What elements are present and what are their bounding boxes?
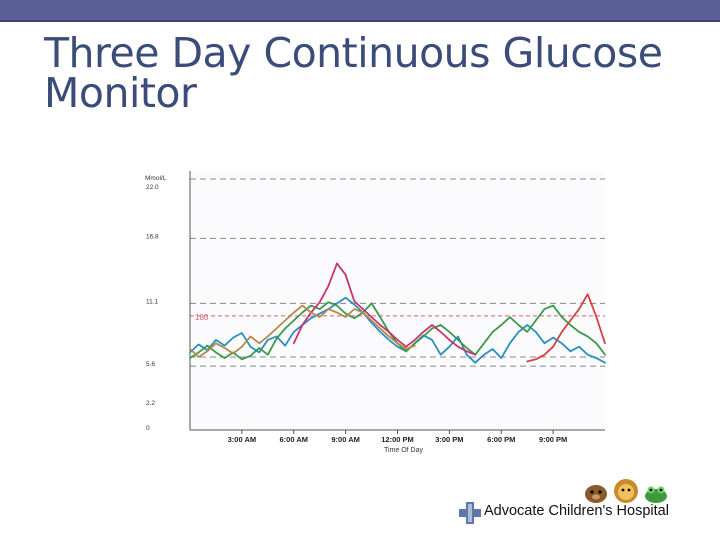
x-axis-label: Time Of Day [384, 447, 424, 454]
y-tick-label-3: 5.6 [146, 361, 155, 368]
y-tick-label-4: 2.2 [146, 400, 155, 407]
series-line-4 [189, 304, 416, 358]
plot-area [190, 171, 605, 430]
x-tick-label-1: 6:00 AM [280, 435, 308, 444]
y-tick-label-0: 22.0 [146, 184, 159, 191]
x-tick-label-0: 3:00 AM [228, 435, 256, 444]
glucose-chart: 180 Mmol/L 22.0 16.8 11.1 5.6 2.2 0 3:00 AM 6:00 … [145, 171, 606, 454]
series-line-0 [189, 296, 606, 364]
hospital-cross-icon [459, 502, 481, 524]
y-tick-label-2: 11.1 [146, 298, 159, 305]
y-tick-label-1: 16.8 [146, 233, 159, 240]
series-line-3 [526, 293, 606, 363]
top-accent-bar [0, 0, 720, 22]
x-tick-label-6: 9:00 PM [539, 435, 567, 444]
x-tick-label-3: 12:00 PM [381, 435, 414, 444]
y-axis-label: Mmol/L [145, 175, 167, 182]
x-tick-label-5: 6:00 PM [487, 435, 515, 444]
hospital-logo-text: Advocate Children's Hospital [484, 503, 669, 519]
x-tick-label-2: 9:00 AM [331, 435, 359, 444]
y-tick-label-5: 0 [146, 425, 150, 432]
slide-title: Three Day Continuous Glucose Monitor [44, 29, 663, 117]
x-tick-label-4: 3:00 PM [435, 435, 463, 444]
series-line-2 [292, 262, 477, 356]
hospital-logo: Advocate Children's Hospital [458, 498, 698, 528]
threshold-label: 180 [195, 313, 209, 322]
mascot-animals-icon [585, 479, 667, 503]
